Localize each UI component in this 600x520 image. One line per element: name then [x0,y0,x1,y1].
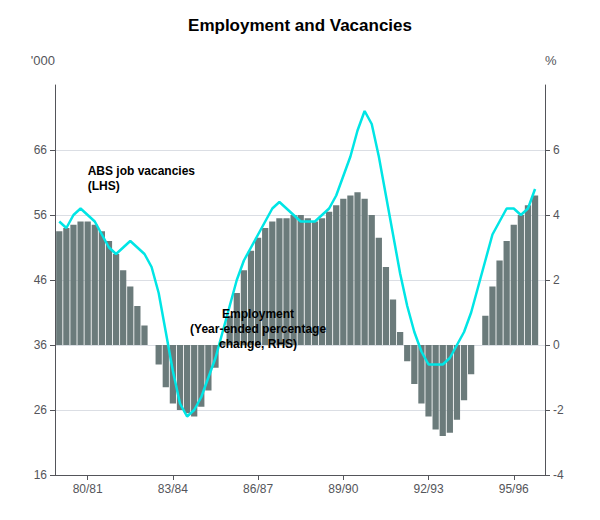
svg-text:ABS job vacancies: ABS job vacancies [88,164,196,178]
svg-text:(LHS): (LHS) [88,179,120,193]
svg-text:95/96: 95/96 [499,482,529,496]
svg-text:2: 2 [553,273,560,287]
svg-text:0: 0 [553,338,560,352]
svg-text:16: 16 [34,468,48,482]
svg-text:86/87: 86/87 [243,482,273,496]
svg-text:Employment: Employment [222,307,294,321]
svg-text:80/81: 80/81 [73,482,103,496]
svg-text:46: 46 [34,273,48,287]
svg-text:Employment and Vacancies: Employment and Vacancies [188,16,412,35]
svg-text:(Year-ended percentage: (Year-ended percentage [190,322,326,336]
svg-text:4: 4 [553,208,560,222]
svg-text:'000: '000 [31,53,55,68]
svg-text:89/90: 89/90 [328,482,358,496]
svg-text:26: 26 [34,403,48,417]
svg-text:6: 6 [553,143,560,157]
svg-text:83/84: 83/84 [158,482,188,496]
svg-text:56: 56 [34,208,48,222]
svg-text:36: 36 [34,338,48,352]
svg-text:92/93: 92/93 [414,482,444,496]
svg-text:change, RHS): change, RHS) [219,337,297,351]
svg-text:66: 66 [34,143,48,157]
svg-text:%: % [545,53,557,68]
svg-text:-4: -4 [553,468,564,482]
svg-text:-2: -2 [553,403,564,417]
